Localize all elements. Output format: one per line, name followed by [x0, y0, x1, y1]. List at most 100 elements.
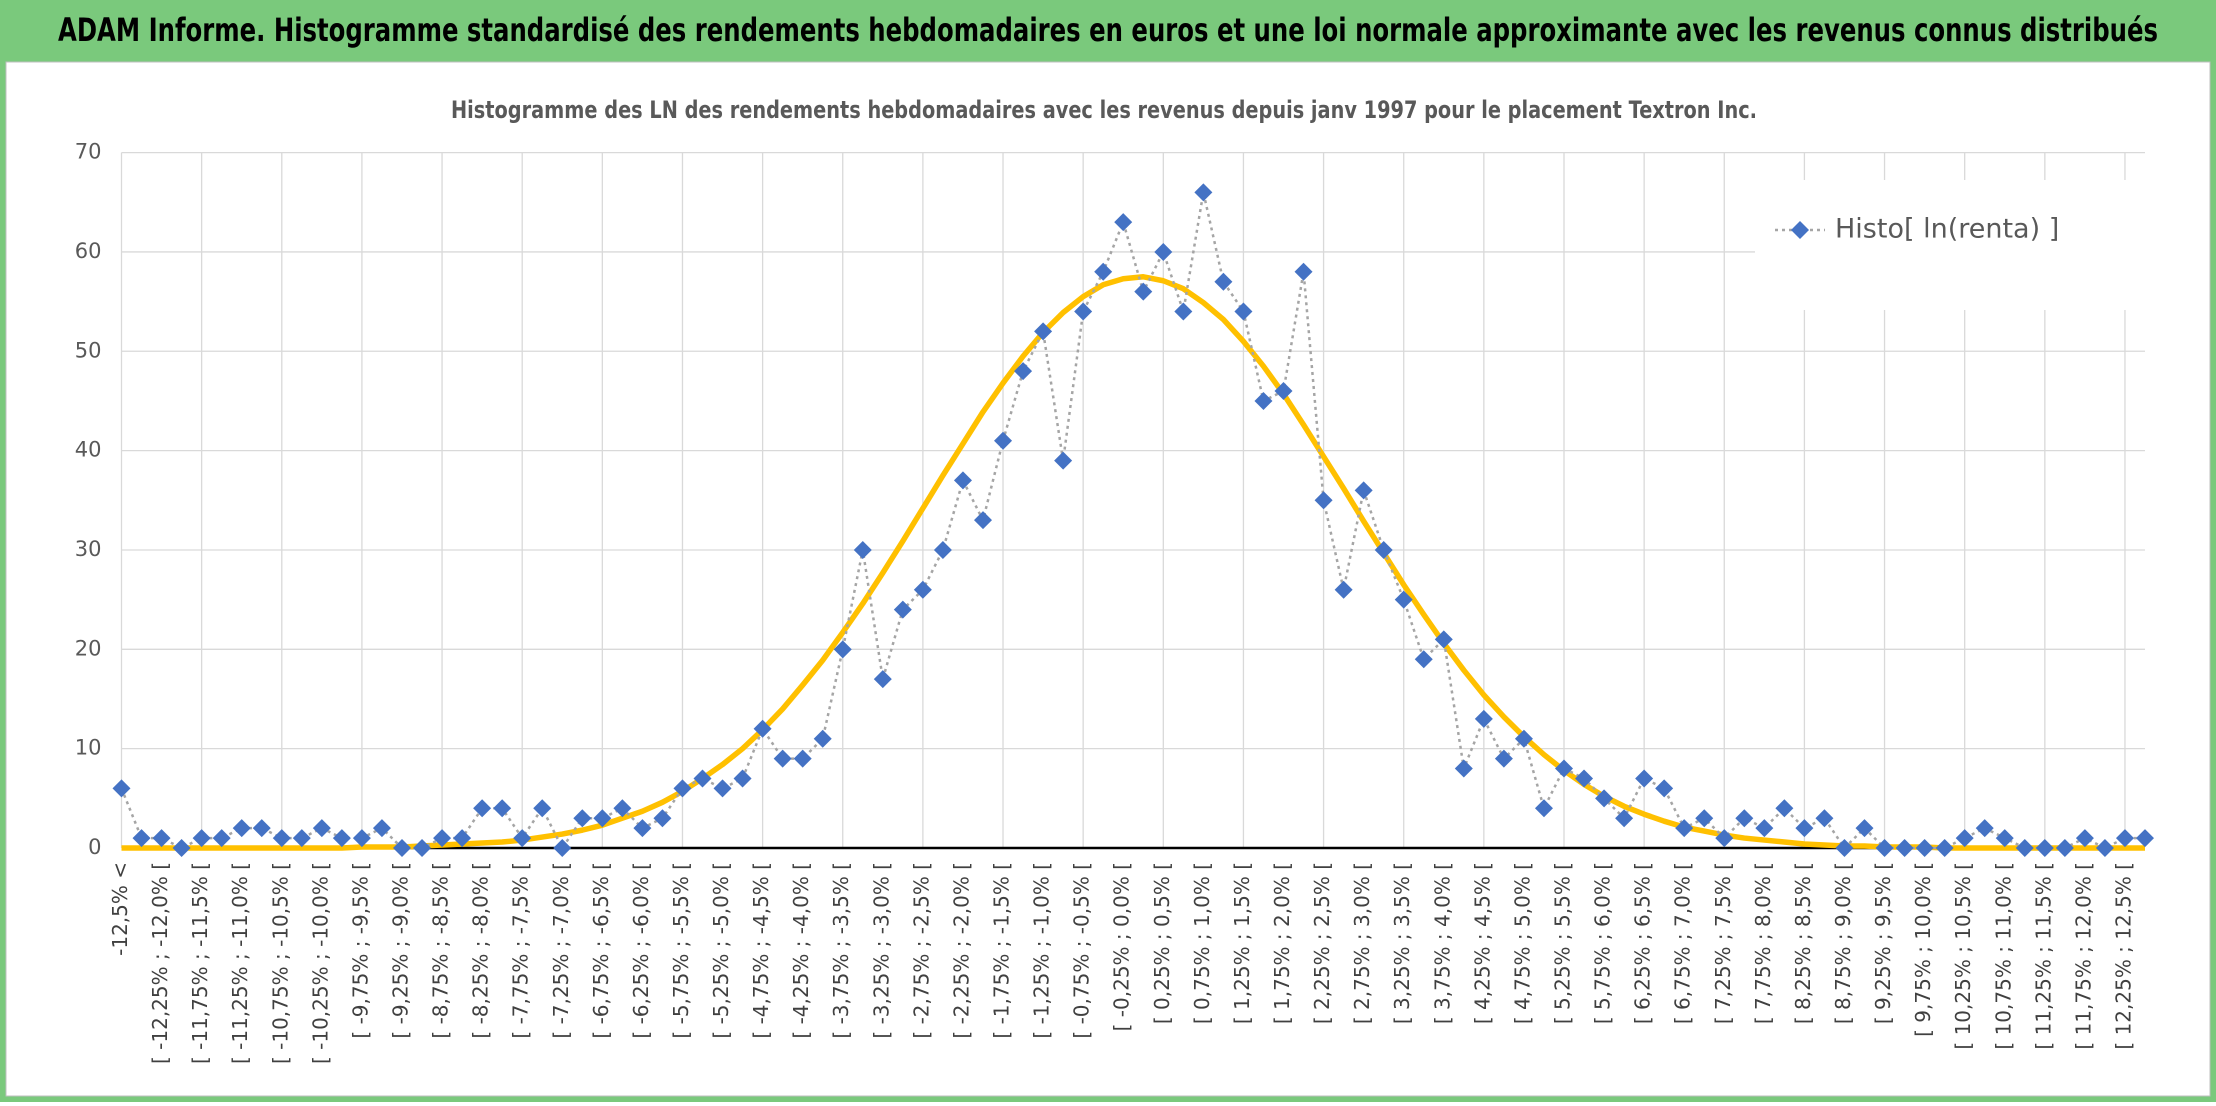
x-tick-label: [ -1,25% ; -1,0% [ — [1030, 862, 1054, 1039]
data-point — [332, 829, 351, 848]
data-point — [1394, 590, 1413, 609]
data-point — [493, 799, 512, 818]
x-tick-label: [ 8,25% ; 8,5% [ — [1791, 862, 1815, 1024]
x-tick-label: [ 9,75% ; 10,0% [ — [1911, 862, 1935, 1037]
data-point — [1274, 382, 1293, 401]
x-tick-label: [ 5,75% ; 6,0% [ — [1591, 862, 1615, 1024]
data-point — [1715, 829, 1734, 848]
data-point — [1935, 839, 1954, 857]
data-point — [533, 799, 552, 818]
data-point — [392, 839, 411, 857]
x-tick-label: [ -1,75% ; -1,5% [ — [990, 862, 1014, 1039]
data-point — [1955, 829, 1974, 848]
data-point — [1054, 451, 1073, 470]
x-tick-label: [ -4,25% ; -4,0% [ — [789, 862, 813, 1039]
x-tick-label: [ -5,75% ; -5,5% [ — [669, 862, 693, 1039]
x-tick-label: [ -11,25% ; -11,0% [ — [228, 862, 252, 1064]
data-point — [1434, 630, 1453, 649]
data-point — [833, 640, 852, 659]
data-point — [1835, 839, 1854, 857]
data-point — [1795, 819, 1814, 838]
x-tick-label: [ -9,25% ; -9,0% [ — [388, 862, 412, 1039]
data-point — [372, 819, 391, 838]
data-point — [252, 819, 271, 838]
x-tick-label: [ -0,75% ; -0,5% [ — [1070, 862, 1094, 1039]
data-point — [1494, 749, 1513, 768]
data-point — [1554, 759, 1573, 778]
x-tick-label: [ 0,25% ; 0,5% [ — [1150, 862, 1174, 1024]
data-point — [973, 511, 992, 530]
x-tick-label: [ -4,75% ; -4,5% [ — [749, 862, 773, 1039]
x-tick-label: -12,5% < — [108, 862, 132, 956]
data-point — [1174, 302, 1193, 321]
data-point — [1995, 829, 2014, 848]
y-tick-label: 30 — [75, 537, 102, 561]
data-point — [473, 799, 492, 818]
x-tick-label: [ 4,75% ; 5,0% [ — [1510, 862, 1534, 1024]
data-point — [1254, 391, 1273, 410]
data-point — [413, 839, 432, 857]
data-point — [2095, 839, 2114, 857]
data-point — [172, 839, 191, 857]
data-point — [1815, 809, 1834, 828]
data-point — [2015, 839, 2034, 857]
chart-title: ADAM Informe. Histogramme standardisé de… — [58, 11, 2158, 49]
x-tick-label: [ 11,25% ; 11,5% [ — [2031, 862, 2055, 1050]
data-point — [1294, 262, 1313, 281]
x-tick-label: [ -10,25% ; -10,0% [ — [308, 862, 332, 1064]
x-tick-label: [ -3,75% ; -3,5% [ — [829, 862, 853, 1039]
x-tick-label: [ 4,25% ; 4,5% [ — [1470, 862, 1494, 1024]
data-point — [1454, 759, 1473, 778]
data-point — [613, 799, 632, 818]
data-point — [893, 600, 912, 619]
data-point — [1755, 819, 1774, 838]
data-point — [1014, 362, 1033, 381]
data-point — [312, 819, 331, 838]
data-point — [953, 471, 972, 490]
data-point — [673, 779, 692, 798]
y-tick-label: 20 — [75, 636, 102, 660]
data-point — [913, 580, 932, 599]
x-tick-label: [ 2,25% ; 2,5% [ — [1310, 862, 1334, 1024]
data-point — [1354, 481, 1373, 500]
x-tick-label: [ -7,75% ; -7,5% [ — [509, 862, 533, 1039]
data-point — [1635, 769, 1654, 788]
data-point — [1915, 839, 1934, 857]
data-point — [1314, 491, 1333, 510]
x-tick-label: [ 2,75% ; 3,0% [ — [1350, 862, 1374, 1024]
data-point — [1655, 779, 1674, 798]
data-point — [292, 829, 311, 848]
data-point — [1855, 819, 1874, 838]
data-point — [192, 829, 211, 848]
data-point — [2035, 839, 2054, 857]
x-tick-label: [ -10,75% ; -10,5% [ — [268, 862, 292, 1064]
data-point — [553, 839, 572, 857]
legend-box — [1755, 180, 2175, 310]
data-point — [1334, 580, 1353, 599]
data-point — [1074, 302, 1093, 321]
data-point — [733, 769, 752, 788]
x-tick-label: [ 0,75% ; 1,0% [ — [1190, 862, 1214, 1024]
x-tick-label: [ -6,25% ; -6,0% [ — [629, 862, 653, 1039]
data-point — [212, 829, 231, 848]
x-tick-label: [ 6,25% ; 6,5% [ — [1631, 862, 1655, 1024]
data-point — [1895, 839, 1914, 857]
x-tick-label: [ -8,25% ; -8,0% [ — [469, 862, 493, 1039]
data-point — [232, 819, 251, 838]
y-tick-label: 10 — [75, 736, 102, 760]
x-tick-label: [ 1,75% ; 2,0% [ — [1270, 862, 1294, 1024]
data-point — [453, 829, 472, 848]
x-tick-label: [ 8,75% ; 9,0% [ — [1831, 862, 1855, 1024]
x-tick-label: [ -5,25% ; -5,0% [ — [709, 862, 733, 1039]
x-tick-label: [ -8,75% ; -8,5% [ — [429, 862, 453, 1039]
x-tick-label: [ -2,75% ; -2,5% [ — [909, 862, 933, 1039]
data-point — [433, 829, 452, 848]
data-point — [513, 829, 532, 848]
data-point — [132, 829, 151, 848]
x-tick-label: [ -2,25% ; -2,0% [ — [949, 862, 973, 1039]
data-point — [1154, 242, 1173, 261]
data-point — [573, 809, 592, 828]
x-tick-label: [ 7,75% ; 8,0% [ — [1751, 862, 1775, 1024]
data-point — [1214, 272, 1233, 291]
